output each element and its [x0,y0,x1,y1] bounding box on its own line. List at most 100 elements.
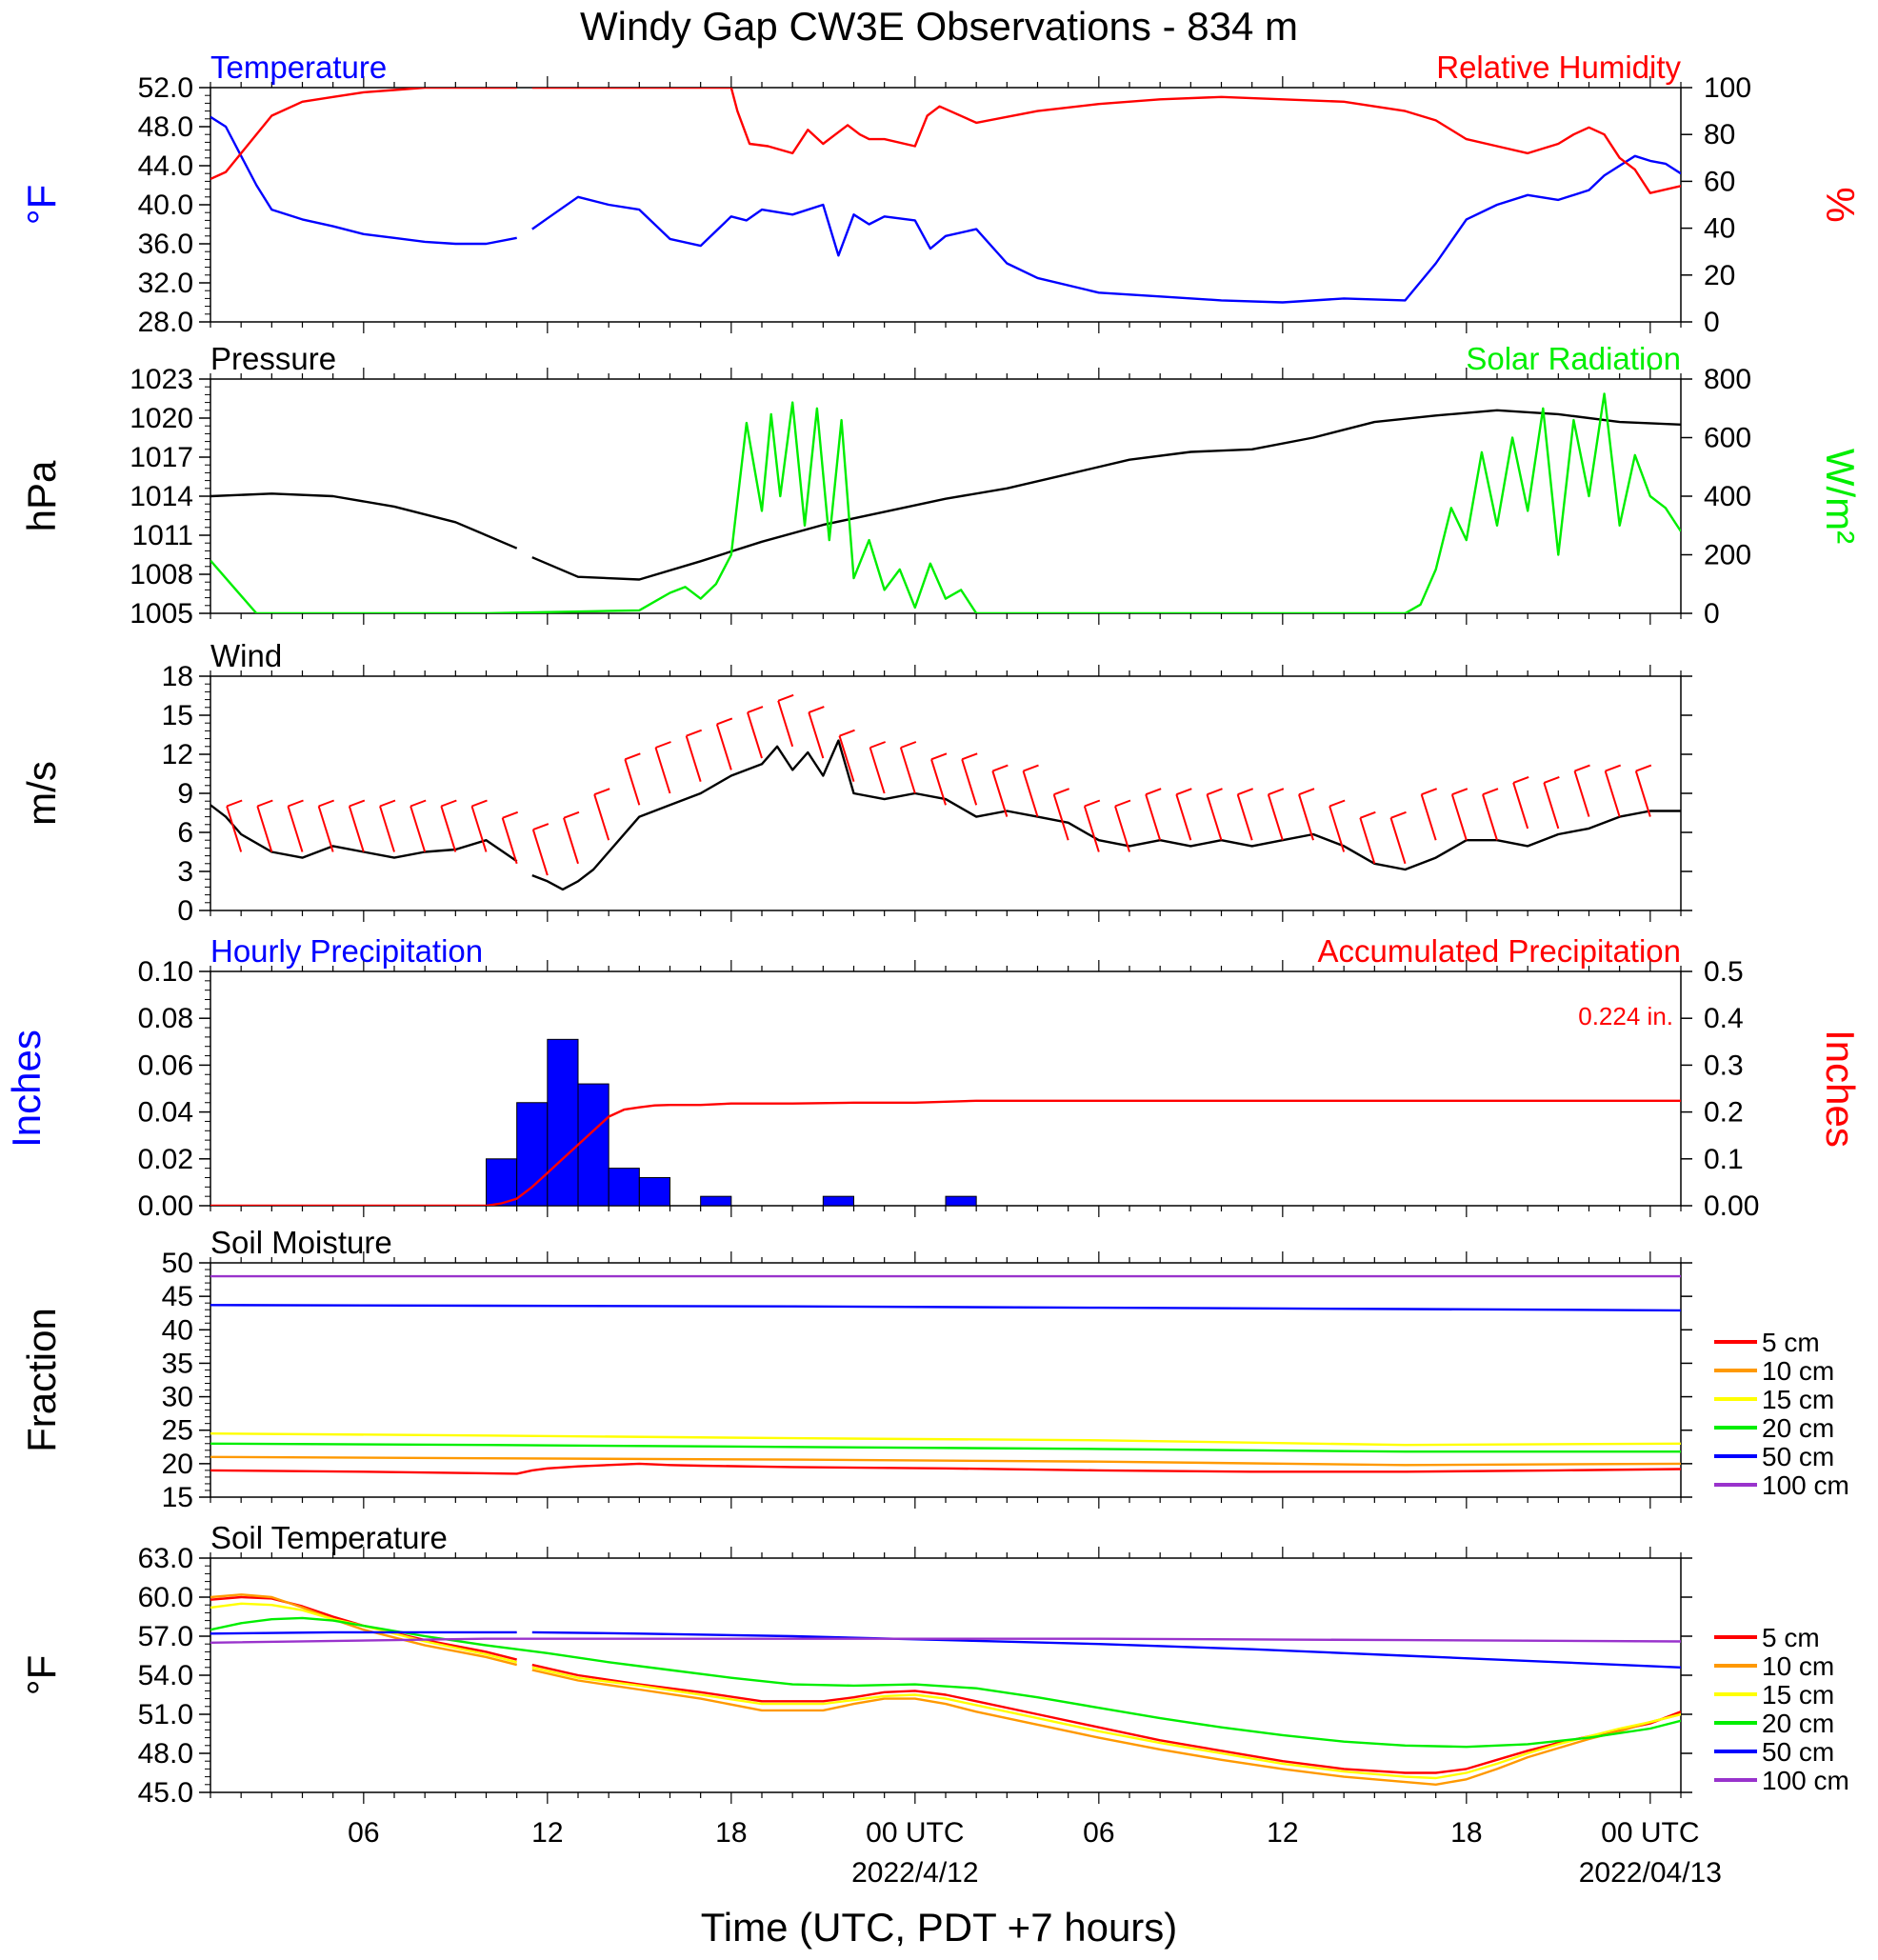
panel-frame [210,87,1682,323]
series-line-15-cm [210,1602,517,1664]
y-tick-label: 0.10 [138,956,193,988]
wind-barb [1175,793,1192,841]
wind-barb-flag [686,729,703,737]
y-right-tick-label: 20 [1704,260,1735,291]
wind-barb-flag [1207,788,1223,796]
series-line-pressure [210,492,518,550]
x-tick-label: 18 [1450,1817,1482,1849]
wind-barb-flag [349,799,366,808]
wind-barb-flag [471,799,488,808]
wind-barb-flag [1053,788,1070,796]
series-line-5-cm [210,1462,1681,1475]
legend-label: 15 cm [1762,1385,1834,1414]
series-line-20-cm [210,1616,1681,1749]
y-tick-label: 36.0 [138,229,193,260]
series-line-50-cm [210,1630,517,1635]
wind-barb-flag [624,752,641,761]
wind-barb-flag [1023,764,1039,772]
y-tick-label: 60.0 [138,1582,193,1613]
wind-barb [1482,793,1498,841]
panel-3: 18 15 12 9 6 3 0 Wind m/s [19,638,1692,927]
y-tick-label: 1008 [130,559,193,590]
wind-barb-flag [1084,799,1101,808]
y-tick-label: 0.00 [138,1190,193,1222]
wind-barb-flag [655,741,671,749]
wind-barb-flag [318,799,335,808]
y-right-tick-label: 600 [1704,423,1751,454]
plot-area [210,1038,1681,1206]
wind-barb [1573,770,1590,817]
series-line-15-cm [531,1666,1681,1780]
series-line-temperature [210,115,517,246]
wind-barb [1420,793,1437,841]
y-tick-label: 0.02 [138,1144,193,1175]
wind-barb-flag [1635,764,1652,772]
series-line-10-cm [531,1669,1681,1786]
precip-bar [638,1176,670,1206]
y-tick-label: 57.0 [138,1621,193,1652]
wind-barb [410,806,427,852]
wind-barb [317,806,334,852]
y-axis-label-right: W/m² [1818,449,1863,544]
wind-barb [624,759,641,806]
y-tick-label: 1023 [130,364,193,395]
y-axis-label-left: Inches [4,1030,49,1148]
wind-barb [287,806,304,852]
y-tick-label: 1020 [130,403,193,434]
x-tick-label: 06 [348,1817,379,1849]
y-tick-label: 1011 [131,520,193,551]
wind-barb [379,806,395,852]
x-tick-label: 12 [531,1817,563,1849]
y-right-tick-label: 800 [1704,364,1751,395]
plot-area [210,693,1681,891]
wind-barb-flag [440,799,457,808]
wind-barb [838,735,855,782]
y-tick-label: 1017 [130,442,193,473]
wind-barb [654,747,671,794]
wind-barb [1604,770,1621,817]
y-tick-label: 0.08 [138,1003,193,1034]
wind-barb [777,700,794,748]
y-tick-label: 15 [162,1482,193,1513]
wind-barb [348,806,365,852]
y-tick-label: 45 [162,1281,193,1312]
wind-barb [593,793,610,841]
y-right-tick-label: 100 [1704,72,1751,104]
wind-barb-flag [1421,788,1438,796]
y-right-tick-label: 0.2 [1704,1097,1744,1129]
wind-barb-flag [839,729,855,737]
precip-bar [577,1083,609,1206]
panel-title-left: Wind [210,638,282,673]
panel-6: 63.0 60.0 57.0 54.0 51.0 48.0 45.0 Soil Tempera… [19,1520,1849,1809]
wind-barb [1267,793,1284,841]
wind-barb [808,711,825,759]
wind-barb-flag [502,810,519,819]
x-tick-label: 12 [1267,1817,1298,1849]
y-tick-label: 0 [177,895,193,927]
series-line-accumulated-precipitation [210,1099,1681,1206]
series-line-50-cm [210,1304,1681,1312]
wind-barb [685,735,702,782]
y-tick-label: 1014 [130,481,193,512]
y-tick-label: 40 [162,1314,193,1346]
y-right-tick-label: 200 [1704,540,1751,571]
y-tick-label: 63.0 [138,1543,193,1574]
y-tick-label: 1005 [130,598,193,630]
x-axis-label: Time (UTC, PDT +7 hours) [701,1905,1178,1950]
panel-title-left: Soil Temperature [210,1520,448,1555]
y-tick-label: 52.0 [138,72,193,104]
legend-label: 50 cm [1762,1442,1834,1471]
wind-barb-flag [777,693,794,702]
legend-label: 100 cm [1762,1470,1849,1500]
wind-barb [1329,806,1346,852]
y-tick-label: 15 [162,700,193,731]
precip-bar [700,1195,732,1206]
plot-area [210,1593,1681,1786]
wind-barb-flag [869,741,887,749]
legend-label: 10 cm [1762,1356,1834,1386]
y-right-tick-label: 0.4 [1704,1003,1744,1034]
plot-area [210,88,1681,304]
wind-barb [501,817,518,865]
panel-frame [210,1557,1682,1793]
